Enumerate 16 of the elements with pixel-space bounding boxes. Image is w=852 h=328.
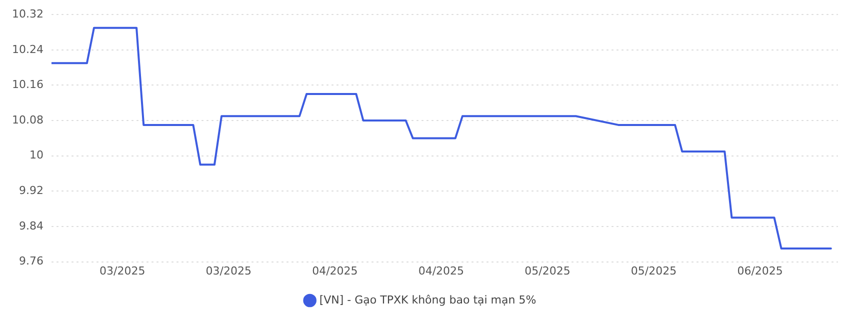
- y-tick-label: 10.24: [12, 42, 44, 56]
- y-tick-label: 9.84: [18, 219, 44, 232]
- x-tick-label: 05/2025: [524, 264, 570, 278]
- x-tick-label: 05/2025: [630, 264, 677, 278]
- y-tick-label: 10: [29, 148, 44, 162]
- x-tick-label: 03/2025: [206, 264, 252, 278]
- x-tick-label: 04/2025: [418, 264, 464, 278]
- y-tick-label: 9.92: [18, 184, 44, 198]
- y-tick-label: 10.32: [12, 7, 44, 20]
- y-tick-label: 10.16: [12, 78, 44, 92]
- y-tick-label: 10.08: [12, 113, 44, 126]
- x-tick-label: 04/2025: [312, 264, 358, 278]
- legend-label: [VN] - Gạo TPXK không bao tại mạn 5%: [319, 293, 536, 306]
- x-tick-label: 03/2025: [99, 264, 146, 278]
- y-tick-label: 9.76: [18, 254, 44, 268]
- x-tick-label: 06/2025: [737, 264, 783, 278]
